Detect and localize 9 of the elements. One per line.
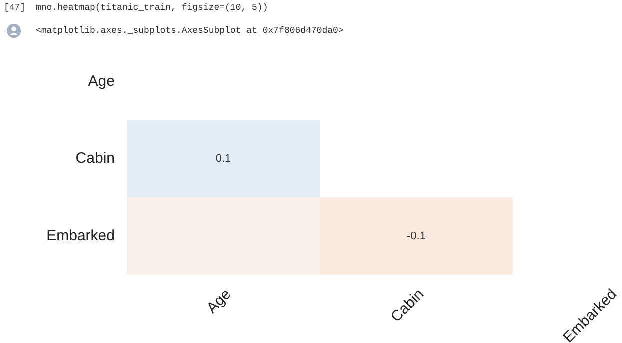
- text: <matplotlib.axes._subplots.AxesSubplot at 0x7f806d470da0>: [36, 26, 344, 36]
- x-tick-label: Age: [204, 286, 235, 317]
- y-tick-label: Cabin: [76, 150, 115, 168]
- y-tick-label: Age: [88, 72, 115, 90]
- data-label: -0.1: [406, 230, 426, 242]
- text: mno.heatmap(titanic_train, figsize=(10, 5)): [36, 3, 268, 13]
- data-label: 0.1: [216, 153, 232, 166]
- y-tick-label: Embarked: [46, 227, 115, 244]
- text: [47]: [4, 3, 26, 13]
